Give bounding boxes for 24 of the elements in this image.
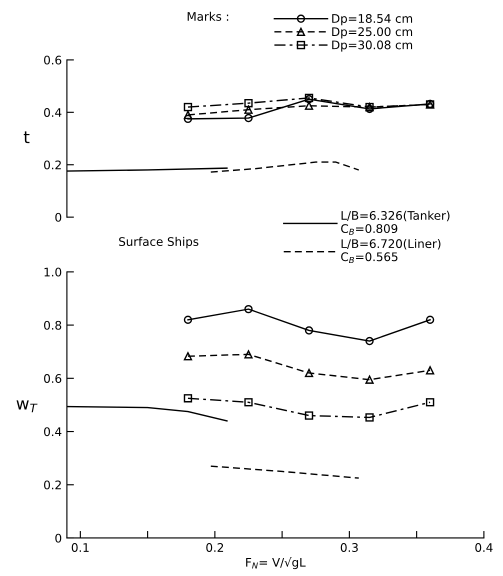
legend-title: Marks : [188, 12, 228, 21]
y-tick-label: 0.2 [44, 160, 61, 170]
y-tick-label: 0.8 [44, 320, 62, 330]
x-axis-title: F$_{N}$= V/√gL [246, 557, 306, 570]
y-tick-label: 0.4 [44, 427, 62, 436]
y-axis-title: w$_{T}$ [16, 400, 38, 412]
y-tick-label: 0 [55, 212, 62, 222]
y-tick-label: 1.0 [44, 268, 62, 277]
x-tick-label: 0.2 [206, 543, 224, 552]
y-tick-label: 0.2 [44, 480, 61, 490]
x-tick-label: 0.3 [340, 543, 358, 552]
legend-label: L/B=6.720(Liner) C$_{B}$=0.565 [341, 238, 440, 263]
text: Surface Ships [119, 236, 198, 248]
legend-label: Dp=30.08 cm [332, 40, 412, 52]
x-tick-label: 0.4 [475, 543, 493, 552]
legend-label: Dp=25.00 cm [332, 27, 412, 38]
x-tick-label: 0.1 [72, 543, 89, 552]
y-tick-label: 0 [55, 534, 62, 543]
y-tick-label: 0.4 [44, 108, 62, 117]
y-axis-title: t [24, 131, 30, 144]
y-tick-label: 0.6 [44, 56, 62, 65]
legend-label: L/B=6.326(Tanker) C$_{B}$=0.809 [341, 210, 450, 235]
y-tick-label: 0.6 [44, 374, 62, 383]
legend-label: Dp=18.54 cm [332, 14, 412, 26]
